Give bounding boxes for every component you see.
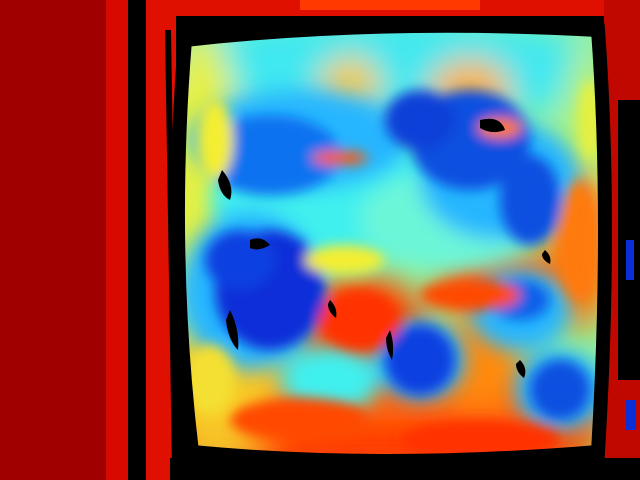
object-face [177, 25, 605, 461]
frame-left-edge [165, 29, 178, 471]
black-frame [170, 18, 612, 468]
top-strip [170, 0, 640, 16]
left-wall-far [0, 0, 176, 480]
invalid-patches [218, 118, 551, 378]
